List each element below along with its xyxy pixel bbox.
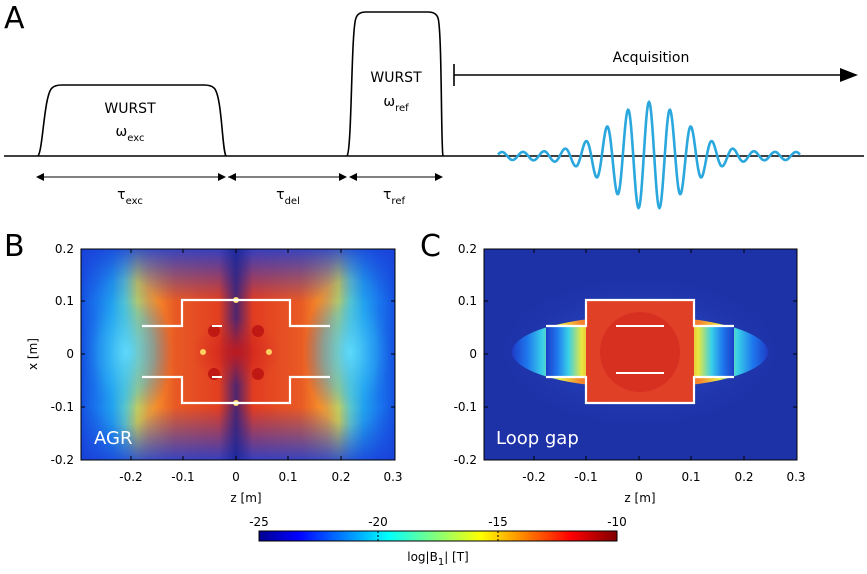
- acquisition-label: Acquisition: [613, 50, 690, 66]
- panel-c-x-tick-label: -0.1: [574, 470, 597, 484]
- colorbar: [258, 530, 618, 542]
- colorbar-tick-label: -25: [249, 515, 269, 529]
- panel-b-y-tick-label: 0.2: [55, 242, 74, 256]
- colorbar-tick-label: -20: [368, 515, 388, 529]
- panel-b-y-tick-label: 0.1: [55, 294, 74, 308]
- tau-del-label: τdel: [276, 187, 300, 207]
- tau-exc-label: τexc: [117, 187, 143, 207]
- loop-gap-inner-conductors: [616, 325, 664, 374]
- excitation-pulse-omega: ωexc: [116, 124, 145, 144]
- excitation-pulse-shape: [37, 84, 227, 157]
- refocusing-pulse-omega: ωref: [383, 94, 409, 114]
- panel-b-x-tick-label: 0.2: [331, 470, 350, 484]
- loop-gap-resonator-outline: [546, 298, 734, 405]
- panel-b-letter: B: [4, 229, 25, 264]
- panel-c-y-tick-label: -0.1: [454, 400, 477, 414]
- panel-c-y-tick-label: -0.2: [454, 453, 477, 467]
- colorbar-tick-label: -10: [607, 515, 627, 529]
- panel-c-y-ticks: [484, 300, 797, 408]
- panel-c-y-tick-label: 0.2: [458, 242, 477, 256]
- panel-c-xlabel: z [m]: [624, 491, 655, 505]
- loop-gap-label: Loop gap: [496, 428, 579, 449]
- colorbar-label: log|B1| [T]: [407, 550, 469, 568]
- agr-label: AGR: [94, 428, 132, 449]
- panel-b-y-tick-label: -0.2: [51, 453, 74, 467]
- tau-ref-label: τref: [383, 187, 405, 207]
- timing-arrowheads: [36, 173, 443, 181]
- panel-c-x-tick-label: 0.2: [734, 470, 753, 484]
- panel-c-x-tick-label: 0.3: [786, 470, 805, 484]
- panel-b-x-tick-label: 0.3: [383, 470, 402, 484]
- refocusing-pulse-name: WURST: [370, 70, 422, 86]
- loop-gap-field-map: [484, 249, 797, 460]
- panel-b-ylabel: x [m]: [26, 338, 40, 370]
- panel-b-xlabel: z [m]: [230, 491, 261, 505]
- panel-a-letter: A: [4, 1, 25, 36]
- agr-resonator-outline: [142, 298, 330, 405]
- excitation-pulse-name: WURST: [104, 101, 156, 117]
- agr-field-map: [81, 249, 395, 460]
- panel-c-x-tick-label: 0.1: [681, 470, 700, 484]
- panel-b-x-tick-label: 0.1: [278, 470, 297, 484]
- colorbar-ticks: [377, 531, 499, 541]
- panel-c-x-ticks: [533, 249, 745, 460]
- panel-b-x-tick-label: -0.2: [119, 470, 142, 484]
- panel-c-x-tick-label: 0: [635, 470, 643, 484]
- colorbar-tick-label: -15: [488, 515, 508, 529]
- refocusing-pulse-shape: [346, 11, 444, 157]
- panel-b-y-ticks: [81, 300, 395, 408]
- acquisition-arrow-head: [840, 68, 858, 82]
- panel-b-y-tick-label: 0: [66, 347, 74, 361]
- panel-b-y-tick-label: -0.1: [51, 400, 74, 414]
- panel-c-y-tick-label: 0.1: [458, 294, 477, 308]
- panel-c-y-tick-label: 0: [469, 347, 477, 361]
- panel-c-letter: C: [420, 229, 441, 264]
- panel-b-x-tick-label: 0: [232, 470, 240, 484]
- echo-signal: [497, 99, 801, 210]
- agr-inner-conductors: [212, 325, 222, 378]
- panel-b-x-tick-label: -0.1: [171, 470, 194, 484]
- panel-b-x-ticks: [130, 249, 342, 460]
- panel-c-x-tick-label: -0.2: [522, 470, 545, 484]
